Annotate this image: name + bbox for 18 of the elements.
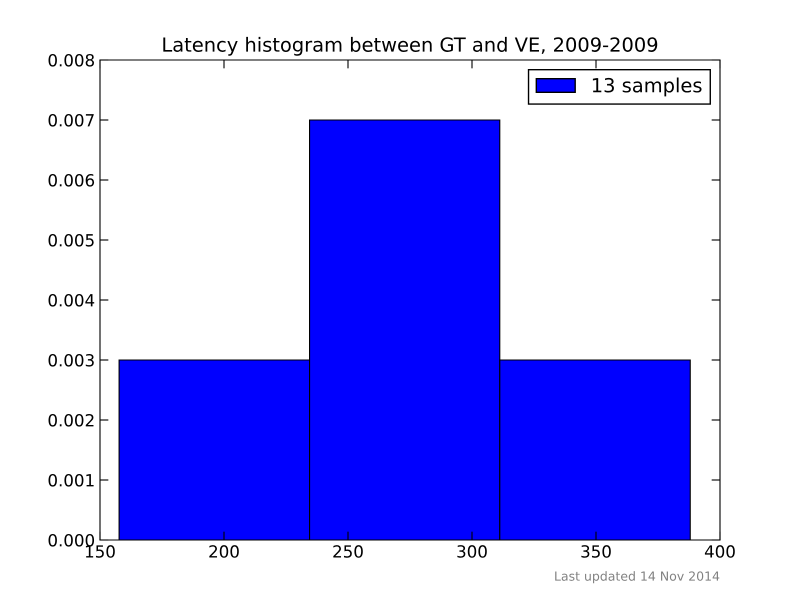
y-tick-label: 0.004 bbox=[48, 294, 94, 307]
x-tick-label: 150 bbox=[86, 545, 115, 558]
y-tick-label: 0.008 bbox=[48, 54, 94, 67]
y-tick-label: 0.006 bbox=[48, 174, 94, 187]
y-tick-label: 0.005 bbox=[48, 234, 94, 247]
x-tick-label: 400 bbox=[704, 545, 735, 558]
x-tick-label: 250 bbox=[333, 545, 363, 558]
x-tick-label: 350 bbox=[581, 545, 611, 558]
y-tick-label: 0.001 bbox=[48, 474, 94, 487]
x-tick-label: 300 bbox=[457, 545, 487, 558]
y-tick-label: 0.002 bbox=[48, 414, 94, 427]
text: Last updated 14 Nov 2014 bbox=[555, 571, 720, 584]
chart-title: Latency histogram between GT and VE, 2009-2009 bbox=[163, 36, 658, 56]
y-tick-label: 0.000 bbox=[48, 534, 94, 547]
legend-label: 13 samples bbox=[592, 78, 702, 96]
x-tick-label: 200 bbox=[209, 545, 239, 558]
y-tick-label: 0.007 bbox=[48, 114, 94, 127]
y-tick-label: 0.003 bbox=[48, 354, 94, 367]
